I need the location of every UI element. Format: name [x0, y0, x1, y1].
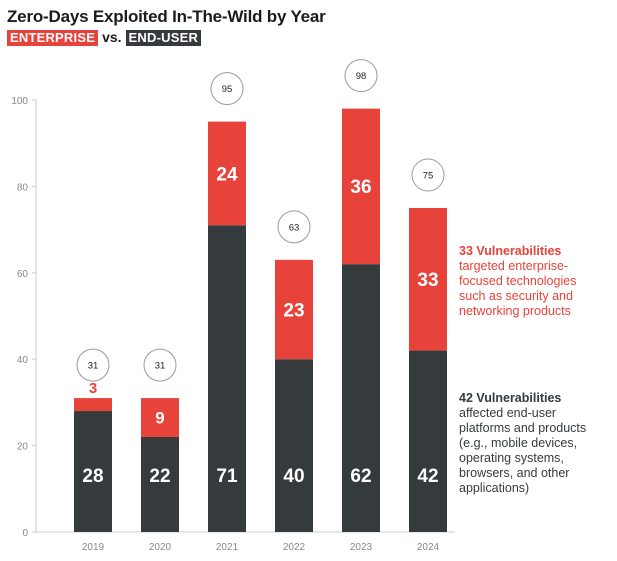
- x-tick-label: 2022: [283, 542, 306, 553]
- enduser-annotation-line: browsers, and other: [459, 466, 570, 480]
- x-tick-label: 2021: [216, 542, 239, 553]
- bar-enterprise: [342, 108, 380, 265]
- y-tick-label: 100: [11, 96, 28, 107]
- bar-enterprise: [409, 208, 447, 351]
- enduser-legend-tag: END-USER: [125, 30, 202, 46]
- total-value-label: 95: [222, 84, 233, 95]
- total-value-label: 98: [356, 71, 367, 82]
- y-tick-label: 80: [17, 182, 29, 193]
- bar-enterprise: [74, 398, 112, 412]
- bar-enduser: [208, 225, 246, 532]
- enterprise-value-label: 36: [350, 177, 371, 198]
- enduser-annotation: 42 Vulnerabilities affected end-user pla…: [459, 391, 609, 496]
- total-circle: [143, 348, 177, 382]
- total-circle: [344, 59, 378, 93]
- enduser-annotation-line: (e.g., mobile devices,: [459, 436, 578, 450]
- enterprise-annotation-line: networking products: [459, 304, 571, 318]
- bar-enterprise: [275, 259, 313, 360]
- enterprise-annotation-line: targeted enterprise-: [459, 259, 569, 273]
- bar-enduser: [141, 436, 179, 532]
- enterprise-legend-tag: ENTERPRISE: [7, 30, 99, 46]
- total-circle: [76, 348, 110, 382]
- enterprise-annotation-line: focused technologies: [459, 274, 577, 288]
- enterprise-annotation: 33 Vulnerabilities targeted enterprise- …: [459, 244, 609, 319]
- bar-enduser: [409, 350, 447, 532]
- enduser-value-label: 71: [216, 466, 238, 487]
- x-tick-label: 2020: [149, 542, 172, 553]
- bar-enterprise: [141, 398, 179, 437]
- chart-subtitle: ENTERPRISE vs. END-USER: [7, 29, 202, 46]
- total-circle: [277, 210, 311, 244]
- enduser-annotation-headline: 42 Vulnerabilities: [459, 391, 562, 405]
- x-tick-label: 2019: [82, 542, 105, 553]
- enduser-annotation-line: operating systems,: [459, 451, 564, 465]
- y-tick-label: 20: [17, 442, 29, 453]
- total-value-label: 75: [423, 171, 434, 182]
- total-value-label: 63: [289, 222, 300, 233]
- x-tick-label: 2023: [350, 542, 373, 553]
- bar-enduser: [342, 264, 380, 532]
- enterprise-value-label: 9: [155, 409, 164, 428]
- total-value-label: 31: [155, 361, 166, 372]
- enterprise-annotation-headline: 33 Vulnerabilities: [459, 244, 562, 258]
- bar-enduser: [74, 411, 112, 532]
- vs-label: vs.: [102, 29, 122, 45]
- enterprise-value-label: 24: [216, 164, 238, 185]
- enduser-annotation-line: applications): [459, 481, 530, 495]
- y-tick-label: 0: [22, 528, 28, 539]
- enduser-value-label: 40: [283, 466, 304, 487]
- total-circle: [411, 158, 445, 192]
- bar-enterprise: [208, 121, 246, 226]
- enterprise-value-label: 33: [417, 270, 438, 291]
- enduser-value-label: 42: [417, 466, 438, 487]
- y-tick-label: 60: [17, 269, 29, 280]
- enduser-value-label: 22: [149, 466, 170, 487]
- chart-title: Zero-Days Exploited In-The-Wild by Year: [7, 7, 326, 26]
- total-value-label: 31: [88, 361, 99, 372]
- enduser-annotation-line: affected end-user: [459, 406, 557, 420]
- y-tick-label: 40: [17, 355, 29, 366]
- enduser-value-label: 62: [350, 466, 371, 487]
- enduser-annotation-line: platforms and products: [459, 421, 587, 435]
- bar-enduser: [275, 359, 313, 532]
- enterprise-value-label: 3: [89, 380, 97, 397]
- total-circle: [210, 72, 244, 106]
- x-tick-label: 2024: [417, 542, 440, 553]
- enterprise-value-label: 23: [283, 300, 304, 321]
- enterprise-annotation-line: such as security and: [459, 289, 573, 303]
- enduser-value-label: 28: [82, 466, 103, 487]
